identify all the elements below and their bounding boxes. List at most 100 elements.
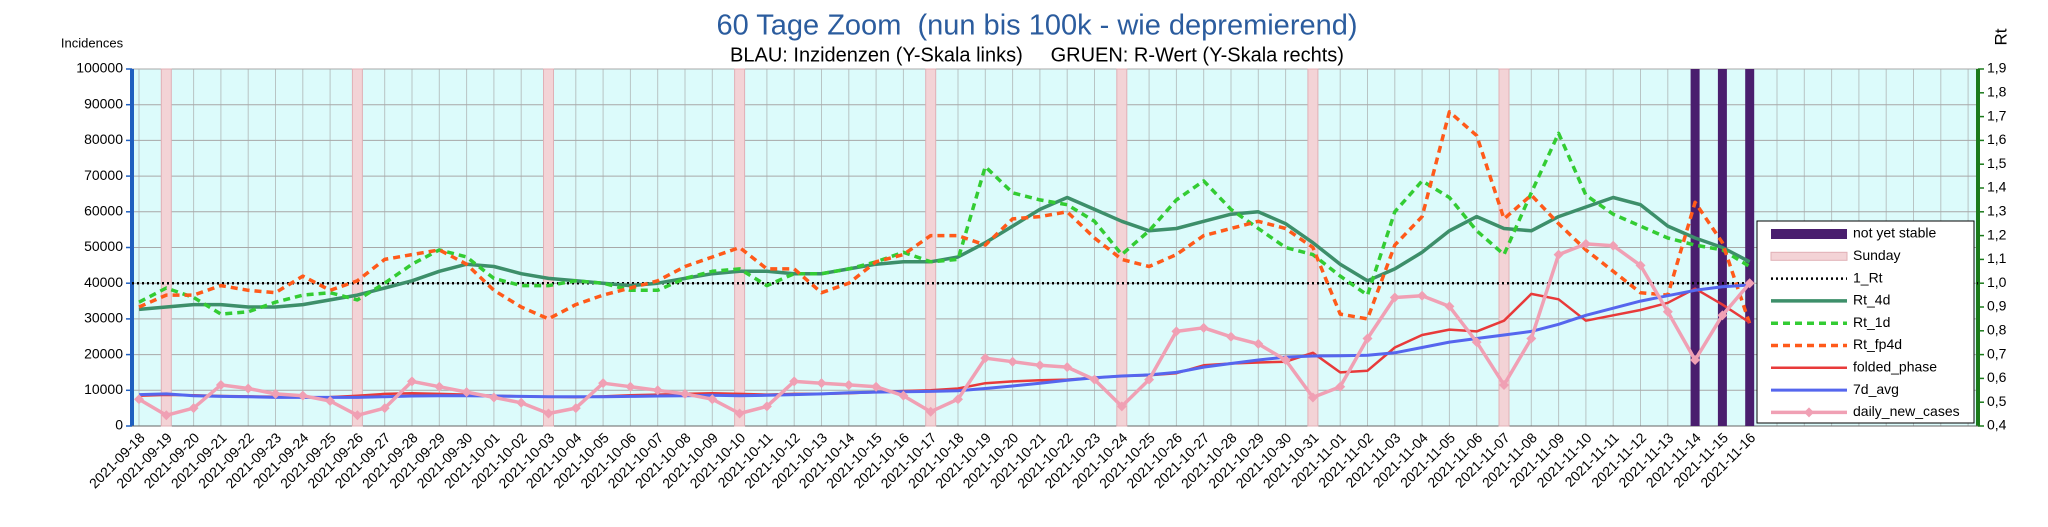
series-marker — [1144, 374, 1155, 385]
y2-tick-label: 1,6 — [1987, 131, 2007, 147]
y-tick-label: 80000 — [84, 131, 123, 147]
series-marker — [1062, 362, 1073, 373]
series-marker — [898, 390, 909, 401]
series-marker — [1034, 360, 1045, 371]
band-bar — [1116, 68, 1128, 427]
legend-label: Rt_fp4d — [1853, 336, 1902, 352]
series-line — [138, 131, 1751, 316]
series-marker — [625, 381, 636, 392]
series-marker — [1280, 354, 1291, 365]
series-marker — [761, 401, 772, 412]
series-marker — [516, 397, 527, 408]
series-marker — [352, 410, 363, 421]
chart-subtitle: BLAU: Inzidenzen (Y-Skala links) GRUEN: … — [730, 44, 1344, 66]
y-tick-label: 90000 — [84, 95, 123, 111]
series-marker — [1690, 354, 1701, 365]
series-marker — [871, 381, 882, 392]
series-marker — [980, 353, 991, 364]
legend-marker — [1804, 407, 1814, 418]
band-bar — [1498, 68, 1510, 427]
y2-tick-label: 1,2 — [1987, 226, 2007, 242]
series-marker — [1580, 238, 1591, 249]
series-marker — [543, 408, 554, 419]
series-marker — [434, 381, 445, 392]
series-marker — [1417, 290, 1428, 301]
legend-label: folded_phase — [1853, 359, 1937, 375]
y2-tick-label: 1,3 — [1987, 203, 2007, 219]
series-marker — [1471, 337, 1482, 348]
y2-tick-label: 0,9 — [1987, 298, 2007, 314]
series-marker — [925, 406, 936, 417]
series-marker — [1089, 374, 1100, 385]
series-marker — [461, 387, 472, 398]
series-marker — [1662, 306, 1673, 317]
series-marker — [1389, 292, 1400, 303]
band-bar — [1690, 69, 1700, 426]
y-tick-label: 100000 — [76, 60, 123, 76]
series-marker — [734, 408, 745, 419]
series-marker — [1499, 379, 1509, 390]
series-marker — [134, 394, 144, 405]
y-tick-label: 0 — [115, 417, 123, 433]
series-marker — [680, 388, 690, 399]
legend-label: Sunday — [1853, 247, 1900, 263]
series-marker — [243, 383, 254, 394]
band-bar — [925, 68, 937, 427]
series-marker — [325, 396, 336, 407]
series-marker — [843, 379, 854, 390]
series-marker — [161, 410, 172, 421]
series-marker — [1007, 356, 1018, 367]
y2-tick-label: 1,0 — [1987, 274, 2007, 290]
y2-tick-label: 0,8 — [1987, 322, 2007, 338]
y2-tick-label: 1,5 — [1987, 155, 2007, 171]
y2-tick-label: 1,7 — [1987, 107, 2007, 123]
series-marker — [816, 378, 827, 389]
band-bar — [160, 68, 172, 427]
legend-label: not yet stable — [1853, 225, 1936, 241]
legend-swatch — [1770, 251, 1848, 261]
y-tick-label: 50000 — [84, 238, 123, 254]
y2-tick-label: 1,8 — [1987, 84, 2007, 100]
y-tick-label: 60000 — [84, 203, 123, 219]
y2-tick-label: 0,4 — [1987, 417, 2007, 433]
y-tick-label: 10000 — [84, 381, 123, 397]
series-marker — [1253, 338, 1264, 349]
y2-tick-label: 1,1 — [1987, 250, 2007, 266]
series-marker — [1717, 310, 1728, 321]
y-tick-label: 20000 — [84, 345, 123, 361]
legend-label: Rt_4d — [1853, 292, 1890, 308]
band-bar — [351, 68, 363, 427]
y-axis-label: Incidences — [61, 35, 124, 50]
series-marker — [1553, 249, 1564, 260]
series-marker — [270, 388, 281, 399]
series-marker — [215, 379, 226, 390]
legend-label: daily_new_cases — [1853, 403, 1960, 419]
series-marker — [488, 392, 499, 403]
series-marker — [652, 385, 663, 396]
series-marker — [188, 403, 199, 414]
y2-tick-label: 1,9 — [1987, 60, 2007, 76]
chart-title: 60 Tage Zoom (nun bis 100k - wie depremi… — [716, 10, 1357, 42]
series-marker — [598, 378, 609, 389]
series-line — [138, 242, 1752, 418]
series-marker — [1608, 240, 1619, 251]
y-tick-label: 70000 — [84, 167, 123, 183]
series-marker — [707, 394, 718, 405]
legend-label: Rt_1d — [1853, 314, 1890, 330]
series-marker — [1744, 278, 1755, 289]
series-marker — [1226, 331, 1236, 342]
y2-tick-label: 0,7 — [1987, 345, 2007, 361]
series-marker — [1307, 392, 1318, 403]
y2-tick-label: 1,4 — [1987, 179, 2007, 195]
y-tick-label: 30000 — [84, 310, 123, 326]
series-marker — [1635, 260, 1646, 271]
band-bar — [1745, 69, 1755, 426]
legend-swatch — [1771, 229, 1847, 239]
series-marker — [379, 403, 390, 414]
series-marker — [1171, 326, 1182, 337]
series-marker — [570, 403, 581, 414]
y2-tick-label: 0,6 — [1987, 369, 2007, 385]
series-line — [138, 283, 1750, 399]
